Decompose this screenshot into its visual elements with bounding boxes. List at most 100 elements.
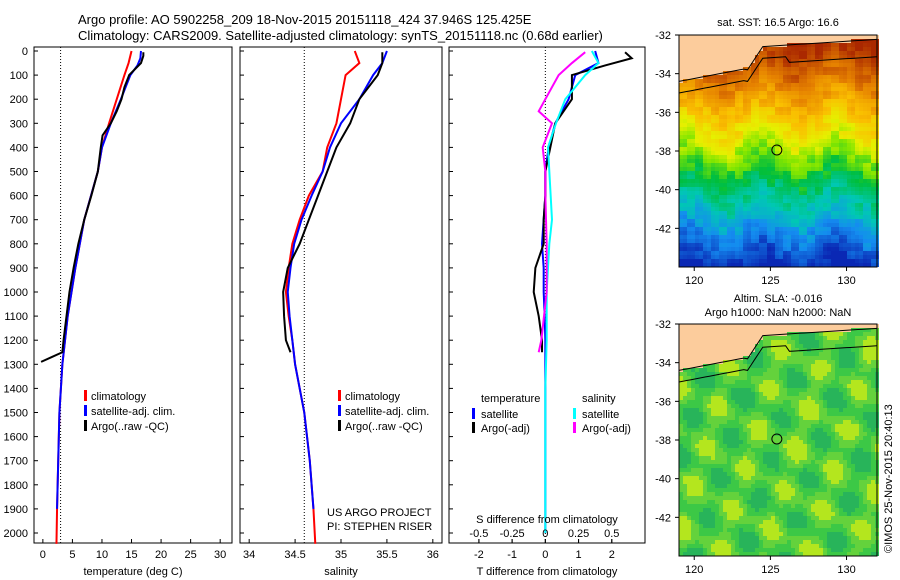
- map-cell: [851, 163, 855, 167]
- map-cell: [827, 175, 831, 179]
- map-cell: [727, 340, 731, 344]
- map-cell: [771, 352, 775, 356]
- map-cell: [735, 444, 739, 448]
- map-cell: [775, 392, 779, 396]
- map-cell: [719, 135, 723, 139]
- map-cell: [739, 480, 743, 484]
- map-cell: [779, 540, 783, 544]
- map-cell: [771, 55, 775, 59]
- map-cell: [731, 223, 735, 227]
- x-tick-label: 20: [155, 549, 167, 561]
- map-cell: [739, 191, 743, 195]
- map-cell: [703, 360, 707, 364]
- map-cell: [723, 464, 727, 468]
- map-cell: [695, 179, 699, 183]
- map-cell: [683, 508, 687, 512]
- map-cell: [863, 183, 867, 187]
- map-cell: [715, 344, 719, 348]
- map-cell: [699, 127, 703, 131]
- map-cell: [715, 239, 719, 243]
- map-cell: [723, 444, 727, 448]
- map-cell: [767, 75, 771, 79]
- map-cell: [699, 380, 703, 384]
- map-cell: [751, 436, 755, 440]
- map-cell: [771, 532, 775, 536]
- panel-difference: -2 -1 0 1 2T difference from climatology-0.5…: [448, 46, 646, 578]
- map-cell: [679, 372, 683, 376]
- map-cell: [763, 324, 767, 328]
- map-cell: [679, 412, 683, 416]
- map-cell: [747, 412, 751, 416]
- map-cell: [683, 328, 687, 332]
- map-cell: [695, 55, 699, 59]
- map-cell: [679, 191, 683, 195]
- map-cell: [807, 340, 811, 344]
- map-cell: [783, 87, 787, 91]
- map-cell: [715, 75, 719, 79]
- map-cell: [735, 488, 739, 492]
- map-cell: [867, 115, 871, 119]
- map-cell: [735, 484, 739, 488]
- map-cell: [787, 91, 791, 95]
- map-cell: [683, 259, 687, 263]
- map-cell: [827, 75, 831, 79]
- map-cell: [683, 548, 687, 552]
- map-cell: [827, 103, 831, 107]
- map-cell: [863, 79, 867, 83]
- map-cell: [679, 524, 683, 528]
- map-cell: [807, 239, 811, 243]
- map-cell: [747, 71, 751, 75]
- map-cell: [799, 219, 803, 223]
- map-cell: [719, 207, 723, 211]
- map-cell: [775, 540, 779, 544]
- map-cell: [799, 396, 803, 400]
- map-cell: [839, 183, 843, 187]
- map-cell: [747, 59, 751, 63]
- map-cell: [827, 147, 831, 151]
- map-cell: [815, 51, 819, 55]
- map-cell: [771, 251, 775, 255]
- map-cell: [683, 348, 687, 352]
- map-cell: [867, 39, 871, 43]
- map-cell: [775, 103, 779, 107]
- map-cell: [851, 83, 855, 87]
- map-cell: [683, 159, 687, 163]
- map-cell: [803, 39, 807, 43]
- map-cell: [695, 135, 699, 139]
- map-cell: [823, 59, 827, 63]
- map-cell: [771, 259, 775, 263]
- map-cell: [695, 235, 699, 239]
- map-cell: [719, 39, 723, 43]
- map-cell: [679, 151, 683, 155]
- map-cell: [727, 263, 731, 267]
- map-cell: [723, 544, 727, 548]
- map-cell: [723, 512, 727, 516]
- map-cell: [799, 380, 803, 384]
- map-cell: [751, 420, 755, 424]
- map-cell: [803, 83, 807, 87]
- map-cell: [779, 524, 783, 528]
- map-cell: [783, 115, 787, 119]
- map-cell: [699, 71, 703, 75]
- map-cell: [731, 115, 735, 119]
- map-cell: [763, 512, 767, 516]
- map-cell: [843, 207, 847, 211]
- map-cell: [771, 95, 775, 99]
- map-cell: [751, 43, 755, 47]
- map-cell: [767, 235, 771, 239]
- map-cell: [795, 167, 799, 171]
- map-cell: [687, 524, 691, 528]
- map-cell: [775, 43, 779, 47]
- map-cell: [723, 340, 727, 344]
- map-cell: [731, 380, 735, 384]
- map-cell: [771, 263, 775, 267]
- map-cell: [799, 127, 803, 131]
- map-cell: [803, 223, 807, 227]
- map-cell: [731, 79, 735, 83]
- map-cell: [871, 207, 875, 211]
- map-cell: [863, 107, 867, 111]
- map-cell: [699, 243, 703, 247]
- map-cell: [743, 115, 747, 119]
- map-cell: [787, 428, 791, 432]
- map-cell: [715, 167, 719, 171]
